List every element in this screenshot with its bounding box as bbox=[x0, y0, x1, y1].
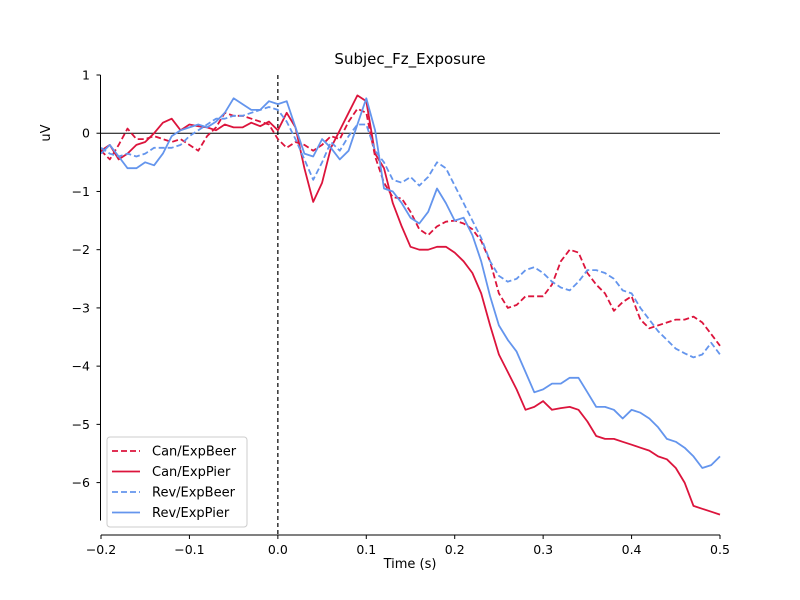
series-line-1 bbox=[100, 107, 721, 347]
legend-label: Rev/ExpPier bbox=[152, 506, 230, 521]
x-tick-label: 0.2 bbox=[445, 542, 465, 557]
axes bbox=[100, 75, 720, 536]
y-tick-label: −6 bbox=[72, 475, 90, 490]
series-layer bbox=[100, 94, 721, 516]
y-tick-label: −5 bbox=[72, 417, 90, 432]
legend-box bbox=[106, 436, 248, 528]
chart-title: Subjec_Fz_Exposure bbox=[334, 50, 485, 69]
legend-label: Can/ExpBeer bbox=[152, 445, 237, 460]
y-axis-label: uV bbox=[39, 124, 54, 141]
reference-lines bbox=[101, 75, 720, 535]
series-line-3 bbox=[100, 106, 721, 359]
x-tick-label: 0.0 bbox=[268, 542, 288, 557]
y-axis-ticks: 1 0 −1 −2 −3 −4 −5 −6 bbox=[72, 68, 101, 490]
x-tick-label: 0.1 bbox=[356, 542, 376, 557]
y-tick-label: −3 bbox=[72, 300, 90, 315]
y-tick-label: −2 bbox=[72, 242, 90, 257]
y-tick-label: −4 bbox=[72, 359, 90, 374]
x-axis-ticks: −0.2 −0.1 0.0 0.1 0.2 0.3 0.4 0.5 bbox=[86, 535, 730, 557]
legend: Can/ExpBeer Can/ExpPier Rev/ExpBeer Rev/Exp… bbox=[106, 436, 248, 528]
x-tick-label: −0.2 bbox=[86, 542, 116, 557]
y-tick-label: 1 bbox=[82, 68, 90, 83]
x-axis-label: Time (s) bbox=[383, 557, 437, 572]
legend-label: Rev/ExpBeer bbox=[152, 486, 236, 501]
x-tick-label: −0.1 bbox=[174, 542, 204, 557]
x-tick-label: 0.3 bbox=[533, 542, 553, 557]
x-tick-label: 0.4 bbox=[622, 542, 642, 557]
y-tick-label: 0 bbox=[82, 126, 90, 141]
y-tick-label: −1 bbox=[72, 184, 90, 199]
legend-label: Can/ExpPier bbox=[152, 465, 231, 480]
series-line-4 bbox=[100, 97, 721, 469]
x-tick-label: 0.5 bbox=[710, 542, 730, 557]
